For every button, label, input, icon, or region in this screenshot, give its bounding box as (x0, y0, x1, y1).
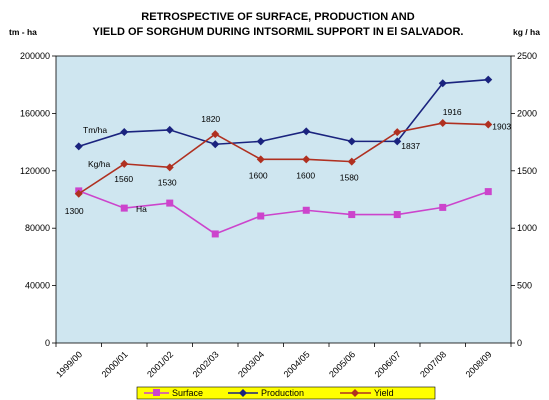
yield-value-label: 1300 (65, 206, 84, 216)
x-tick-label: 2005/06 (327, 349, 357, 379)
yield-point (484, 120, 493, 129)
yield-point (256, 155, 265, 164)
yield-value-label: 1600 (249, 170, 268, 180)
production-point (74, 142, 83, 151)
yield-value-label: 1600 (296, 170, 315, 180)
surface-point (439, 203, 447, 211)
left-tick-label: 160000 (20, 108, 50, 118)
production-point (484, 75, 493, 84)
surface-point (257, 212, 265, 220)
right-tick-label: 1500 (517, 166, 537, 176)
right-tick-label: 2500 (517, 51, 537, 61)
left-axis-unit-label: tm - ha (9, 27, 37, 37)
production-point (256, 137, 265, 146)
left-tick-label: 120000 (20, 166, 50, 176)
left-tick-label: 80000 (25, 223, 50, 233)
surface-line (78, 190, 489, 235)
x-tick-label: 1999/00 (54, 349, 84, 379)
series-group (74, 75, 493, 238)
yield-point (165, 163, 174, 172)
left-tick-label: 200000 (20, 51, 50, 61)
production-point (302, 127, 311, 136)
plot-area (55, 55, 512, 344)
legend-surface-label: Surface (172, 388, 203, 398)
right-tick-label: 0 (517, 338, 522, 348)
x-tick-label: 2006/07 (373, 349, 403, 379)
yield-value-label: 1903 (492, 122, 511, 132)
production-point (211, 140, 220, 149)
legend: Surface Production Yield (136, 386, 436, 400)
yield-value-label: 1530 (158, 177, 177, 187)
surface-point (348, 211, 356, 219)
right-tick-label: 500 (517, 281, 532, 291)
x-tick-label: 2008/09 (464, 349, 494, 379)
x-tick-label: 2000/01 (100, 349, 130, 379)
surface-point (302, 206, 310, 214)
chart-title-line-1: RETROSPECTIVE OF SURFACE, PRODUCTION AND (141, 11, 414, 23)
surface-point (393, 211, 401, 219)
x-tick-label: 2002/03 (191, 349, 221, 379)
right-tick-label: 1000 (517, 223, 537, 233)
x-tick-label: 2007/08 (418, 349, 448, 379)
legend-yield-label: Yield (374, 388, 394, 398)
production-point (347, 137, 356, 146)
yield-series-label: Kg/ha (88, 159, 110, 169)
chart-title-line-2: YIELD OF SORGHUM DURING INTSORMIL SUPPOR… (93, 26, 464, 38)
x-tick-label: 2003/04 (236, 349, 266, 379)
yield-point (211, 130, 220, 139)
yield-point (347, 157, 356, 166)
yield-value-label: 1820 (201, 114, 220, 124)
yield-value-label: 1560 (114, 174, 133, 184)
legend-yield-marker (351, 389, 359, 397)
left-tick-label: 0 (45, 338, 50, 348)
yield-point (438, 119, 447, 128)
legend-surface-marker (153, 389, 160, 396)
annotations: Tm/ha Kg/ha Ha 1300 1560 1530 1820 1600 1600 1… (65, 107, 512, 216)
right-axis-unit-label: kg / ha (513, 27, 540, 37)
legend-production-marker (239, 389, 247, 397)
yield-point (74, 189, 83, 198)
legend-box (136, 386, 436, 400)
production-point (165, 125, 174, 134)
yield-value-label: 1837 (401, 141, 420, 151)
yield-point (393, 128, 402, 137)
surface-point (211, 230, 219, 238)
production-point (120, 128, 129, 137)
yield-value-label: 1580 (340, 173, 359, 183)
production-point (438, 79, 447, 88)
right-tick-label: 2000 (517, 108, 537, 118)
production-series-label: Tm/ha (83, 125, 107, 135)
legend-production-label: Production (261, 388, 304, 398)
yield-point (302, 155, 311, 164)
x-tick-label: 2004/05 (282, 349, 312, 379)
x-tick-label: 2001/02 (145, 349, 175, 379)
yield-point (120, 159, 129, 168)
production-line (78, 78, 489, 148)
surface-point (120, 204, 128, 212)
surface-series-label: Ha (136, 204, 147, 214)
left-tick-label: 40000 (25, 281, 50, 291)
surface-point (484, 188, 492, 196)
yield-line (78, 122, 489, 195)
yield-value-label: 1916 (443, 107, 462, 117)
production-point (393, 137, 402, 146)
surface-point (166, 199, 174, 207)
